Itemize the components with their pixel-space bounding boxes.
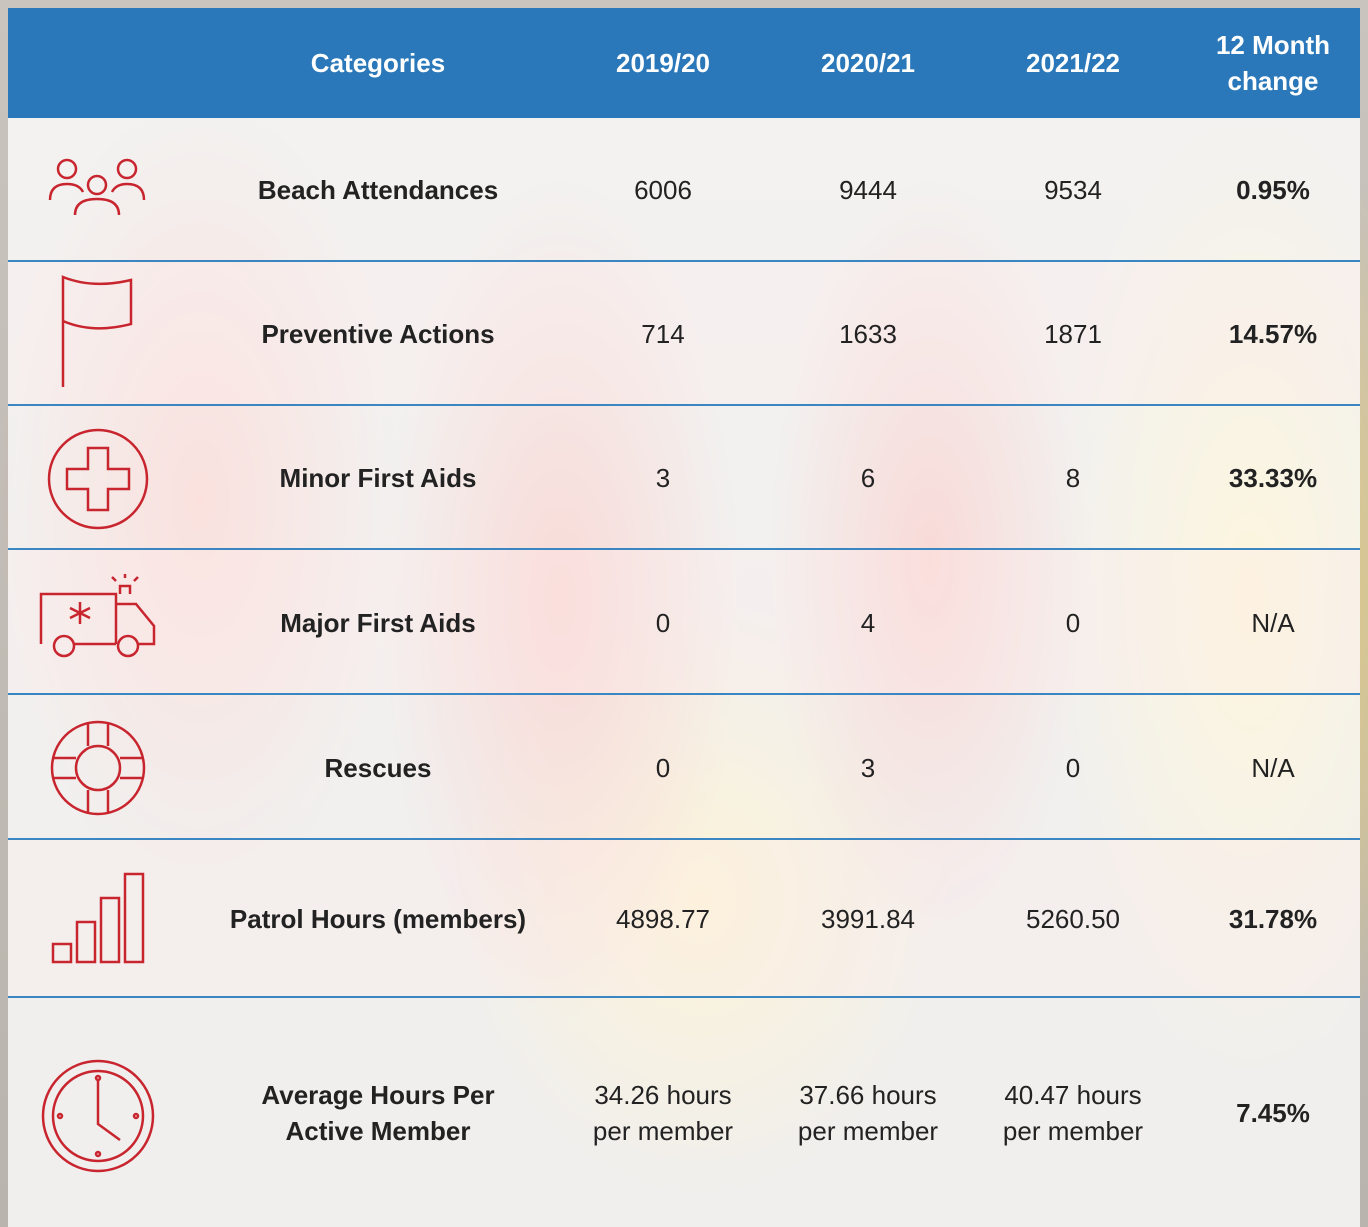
table-row: Beach Attendances 6006 9444 9534 0.95%	[8, 118, 1360, 262]
table-row: Major First Aids 0 4 0 N/A	[8, 550, 1360, 695]
value-cell: 3	[655, 463, 671, 493]
value-cell: 714	[641, 319, 685, 349]
category-cell: Patrol Hours (members)	[229, 904, 527, 934]
value-cell: 1871	[1044, 319, 1102, 349]
header-cell: 2020/21	[821, 48, 915, 78]
value-cell: 34.26 hours per member	[592, 1079, 734, 1146]
table-row: Minor First Aids 3 6 8 33.33%	[8, 406, 1360, 550]
value-cell: 9534	[1044, 175, 1102, 205]
header-cell: Categories	[310, 48, 446, 78]
value-cell: 9444	[839, 175, 897, 205]
value-cell: 40.47 hours per member	[1002, 1079, 1144, 1146]
first-aid-icon	[47, 428, 149, 530]
value-cell: 7.45%	[1236, 1097, 1310, 1128]
ambulance-icon	[39, 574, 156, 658]
value-cell: 1633	[839, 319, 897, 349]
header-cell: 12 Month change	[1215, 30, 1331, 96]
value-cell: 5260.50	[1026, 904, 1120, 934]
value-cell: 37.66 hours per member	[797, 1079, 939, 1146]
value-cell: 0	[1065, 752, 1081, 783]
header-cell: 2021/22	[1026, 48, 1120, 78]
value-cell: 0	[1065, 607, 1081, 638]
table-row: Preventive Actions 714 1633 1871 14.57%	[8, 262, 1360, 406]
category-cell: Beach Attendances	[257, 175, 499, 205]
value-cell: N/A	[1251, 752, 1295, 783]
table-row: Average Hours Per Active Member 34.26 hou…	[8, 998, 1360, 1227]
header-row: Categories 2019/20 2020/21 2021/22 12 Month …	[8, 8, 1360, 118]
lifebuoy-icon	[50, 720, 146, 816]
overlay	[8, 118, 1360, 1227]
flag-icon	[61, 275, 133, 387]
value-cell: 4	[860, 607, 876, 638]
category-cell: Minor First Aids	[279, 463, 477, 493]
category-cell: Rescues	[324, 752, 432, 783]
value-cell: 6	[860, 463, 876, 493]
category-cell: Preventive Actions	[261, 319, 495, 349]
category-cell: Major First Aids	[280, 607, 476, 638]
value-cell: 0	[655, 607, 671, 638]
value-cell: 33.33%	[1228, 463, 1318, 493]
category-cell: Average Hours Per Active Member	[261, 1079, 495, 1146]
people-icon	[48, 158, 146, 216]
bars-icon	[51, 872, 145, 964]
table-row: Patrol Hours (members) 4898.77 3991.84 5260…	[8, 840, 1360, 998]
clock-icon	[41, 1059, 155, 1173]
value-cell: 0	[655, 752, 671, 783]
value-cell: 8	[1065, 463, 1081, 493]
value-cell: 4898.77	[616, 904, 710, 934]
value-cell: 31.78%	[1228, 904, 1318, 934]
header-cell: 2019/20	[616, 48, 710, 78]
value-cell: 3	[860, 752, 876, 783]
value-cell: 0.95%	[1236, 175, 1310, 205]
value-cell: 6006	[634, 175, 692, 205]
value-cell: 3991.84	[821, 904, 915, 934]
value-cell: 14.57%	[1228, 319, 1318, 349]
value-cell: N/A	[1251, 607, 1295, 638]
table-row: Rescues 0 3 0 N/A	[8, 695, 1360, 840]
